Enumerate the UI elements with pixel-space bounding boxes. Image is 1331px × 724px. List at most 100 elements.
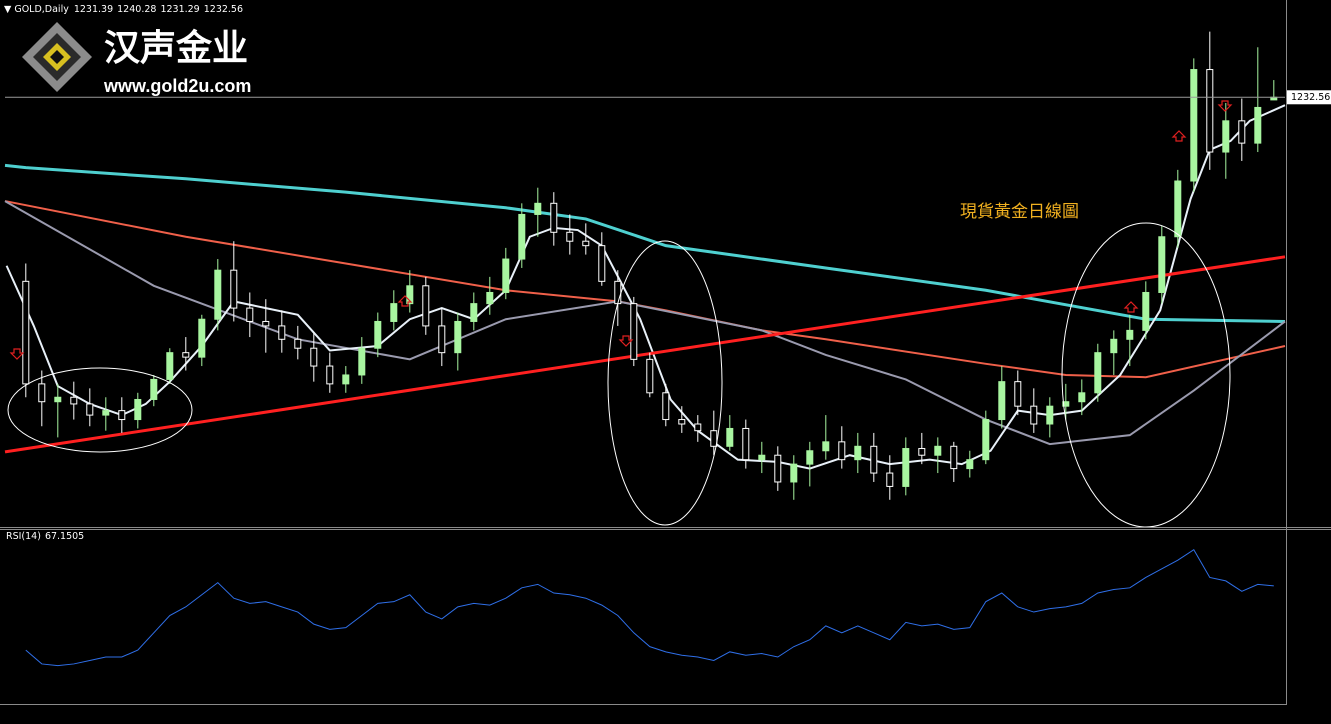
candle-body — [998, 381, 1006, 421]
candle-body — [422, 285, 430, 327]
logo-url: www.gold2u.com — [103, 76, 251, 96]
candle-body — [1126, 329, 1134, 340]
sell-arrow — [618, 335, 634, 347]
logo: 汉声金业 www.gold2u.com — [22, 22, 251, 96]
candle-body — [1238, 120, 1246, 144]
candle-body — [630, 303, 638, 360]
candle-body — [1142, 291, 1150, 331]
candle-body — [694, 423, 702, 432]
candle-body — [758, 454, 766, 461]
candle-body — [86, 403, 94, 416]
candle-body — [390, 303, 398, 322]
candle-body — [966, 459, 974, 470]
candle-body — [838, 441, 846, 461]
buy-arrow — [1171, 130, 1187, 142]
ohlc-low: 1231.29 — [160, 4, 199, 15]
candle-body — [358, 347, 366, 376]
moving-average-line — [4, 163, 1286, 323]
candle-body — [102, 410, 110, 416]
header: ▼ GOLD,Daily 1231.39 1240.28 1231.29 1232.56 — [4, 4, 243, 15]
rsi-title: RSI(14) — [6, 531, 41, 542]
sell-arrow — [9, 348, 25, 360]
candle-body — [806, 450, 814, 465]
collapse-icon: ▼ — [4, 4, 14, 15]
candle-body — [1030, 405, 1038, 425]
signal-arrows — [9, 100, 1233, 360]
candle-body — [118, 410, 126, 421]
candle-body — [950, 445, 958, 470]
candle-body — [486, 291, 494, 305]
ohlc-high: 1240.28 — [117, 4, 156, 15]
candle-body — [678, 419, 686, 425]
axis-layer: 1232.56 — [1287, 90, 1331, 105]
candle-body — [1110, 338, 1118, 354]
buy-arrow — [397, 295, 413, 307]
ohlc-close: 1232.56 — [204, 4, 243, 15]
candle-body — [790, 463, 798, 483]
candle-body — [54, 396, 62, 403]
candle-body — [502, 258, 510, 293]
candle-body — [406, 285, 414, 305]
candle-body — [454, 320, 462, 354]
candle-body — [1062, 401, 1070, 407]
candle-body — [774, 454, 782, 483]
candle-body — [470, 303, 478, 322]
candle-body — [230, 269, 238, 309]
candle-body — [726, 427, 734, 447]
buy-arrow — [1123, 301, 1139, 313]
highlight-ellipse — [7, 367, 193, 453]
candle-body — [326, 365, 334, 385]
candle-body — [342, 374, 350, 385]
rsi-line — [25, 549, 1274, 667]
candle-body — [742, 427, 750, 461]
candle-body — [246, 307, 254, 322]
candle-body — [182, 352, 190, 358]
candle-body — [566, 231, 574, 242]
candle-body — [534, 202, 542, 215]
sell-arrow — [1217, 100, 1233, 112]
candle-body — [662, 392, 670, 421]
candle-body — [150, 378, 158, 400]
moving-average-line — [4, 255, 1286, 454]
candle-body — [982, 419, 990, 461]
highlight-ellipse — [607, 240, 723, 526]
candle-body — [374, 320, 382, 349]
candle-body — [1158, 236, 1166, 293]
candle-body — [710, 430, 718, 447]
candle-body — [1014, 381, 1022, 407]
candle-body — [582, 240, 590, 247]
rsi-label: RSI(14) 67.1505 — [6, 531, 84, 542]
candle-body — [614, 280, 622, 305]
candle-body — [822, 441, 830, 452]
ohlc-open: 1231.39 — [74, 4, 113, 15]
candle-body — [134, 398, 142, 421]
logo-name: 汉声金业 — [104, 27, 248, 69]
candle-body — [1078, 392, 1086, 403]
candle-body — [550, 202, 558, 233]
candle-body — [1174, 180, 1182, 238]
candle-body — [278, 325, 286, 340]
candle-body — [1046, 405, 1054, 425]
moving-average-line — [4, 200, 1286, 446]
candle-body — [214, 269, 222, 320]
candle-body — [1206, 69, 1214, 153]
candle-body — [166, 352, 174, 380]
candle-body — [1222, 120, 1230, 153]
candle-body — [934, 445, 942, 456]
candle-body — [438, 325, 446, 354]
candle-body — [70, 396, 78, 405]
mark-layer — [4, 31, 1286, 667]
candle-body — [22, 280, 30, 385]
candle-body — [918, 448, 926, 456]
candle-body — [310, 347, 318, 367]
candle-body — [870, 445, 878, 474]
current-price-label: 1232.56 — [1291, 92, 1330, 103]
candle-body — [262, 320, 270, 327]
annotation: 現貨黃金日線圖 — [960, 202, 1079, 222]
candle-body — [598, 245, 606, 282]
candle-body — [902, 448, 910, 487]
logo-icon — [50, 50, 64, 64]
candle-body — [1190, 69, 1198, 182]
